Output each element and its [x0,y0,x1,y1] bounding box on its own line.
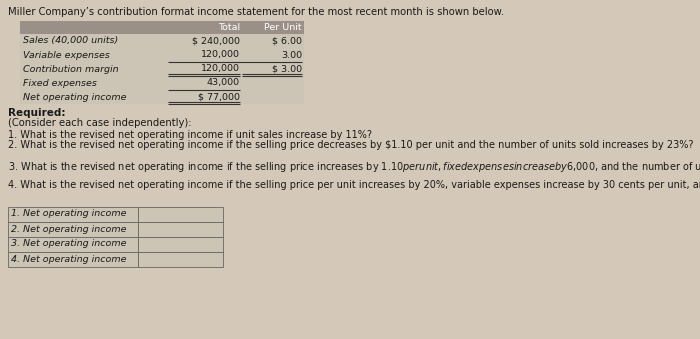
Text: Miller Company’s contribution format income statement for the most recent month : Miller Company’s contribution format inc… [8,7,504,17]
Text: Required:: Required: [8,108,66,118]
FancyBboxPatch shape [20,48,304,62]
Text: $ 77,000: $ 77,000 [198,93,240,101]
FancyBboxPatch shape [8,237,138,252]
FancyBboxPatch shape [138,252,223,266]
Text: Per Unit: Per Unit [265,23,302,32]
Text: 3. What is the revised net operating income if the selling price increases by $1: 3. What is the revised net operating inc… [8,160,700,175]
FancyBboxPatch shape [20,90,304,104]
Text: $ 240,000: $ 240,000 [192,37,240,45]
FancyBboxPatch shape [8,206,138,221]
FancyBboxPatch shape [8,221,138,237]
Text: $ 6.00: $ 6.00 [272,37,302,45]
Text: $ 3.00: $ 3.00 [272,64,302,74]
FancyBboxPatch shape [8,252,138,266]
FancyBboxPatch shape [138,206,223,221]
Text: 1. What is the revised net operating income if unit sales increase by 11%?: 1. What is the revised net operating inc… [8,130,372,140]
FancyBboxPatch shape [138,221,223,237]
Text: Variable expenses: Variable expenses [23,51,110,60]
Text: 43,000: 43,000 [207,79,240,87]
Text: Fixed expenses: Fixed expenses [23,79,97,87]
FancyBboxPatch shape [20,34,304,48]
Text: 2. What is the revised net operating income if the selling price decreases by $1: 2. What is the revised net operating inc… [8,140,694,151]
Text: Net operating income: Net operating income [23,93,127,101]
Text: 3.00: 3.00 [281,51,302,60]
Text: 4. What is the revised net operating income if the selling price per unit increa: 4. What is the revised net operating inc… [8,180,700,191]
Text: 120,000: 120,000 [201,64,240,74]
FancyBboxPatch shape [138,237,223,252]
Text: 4. Net operating income: 4. Net operating income [11,255,127,263]
Text: 3. Net operating income: 3. Net operating income [11,239,127,248]
Text: (Consider each case independently):: (Consider each case independently): [8,118,192,128]
FancyBboxPatch shape [20,76,304,90]
Text: Contribution margin: Contribution margin [23,64,118,74]
Text: 2. Net operating income: 2. Net operating income [11,224,127,234]
Text: 120,000: 120,000 [201,51,240,60]
Text: Total: Total [218,23,240,32]
FancyBboxPatch shape [20,62,304,76]
Text: Sales (40,000 units): Sales (40,000 units) [23,37,118,45]
FancyBboxPatch shape [20,21,304,34]
Text: 1. Net operating income: 1. Net operating income [11,210,127,219]
